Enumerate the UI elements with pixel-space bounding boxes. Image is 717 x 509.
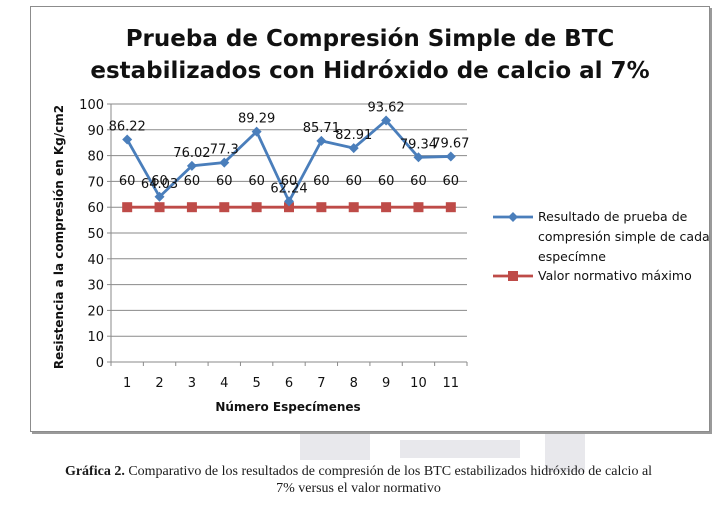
y-tick-label: 50 bbox=[87, 227, 104, 242]
legend-entry-label: compresión simple de cada bbox=[538, 229, 710, 244]
caption-text-line2: 7% versus el valor normativo bbox=[276, 481, 441, 496]
data-point bbox=[348, 143, 359, 154]
data-label: 60 bbox=[313, 174, 330, 189]
y-tick-label: 90 bbox=[87, 124, 104, 139]
x-tick-label: 1 bbox=[123, 376, 131, 391]
data-label: 60 bbox=[151, 174, 168, 189]
x-tick-label: 6 bbox=[285, 376, 293, 391]
data-point bbox=[445, 151, 456, 162]
chart-frame: Prueba de Compresión Simple de BTC estab… bbox=[30, 6, 710, 432]
x-tick-label: 8 bbox=[350, 376, 358, 391]
y-tick-label: 80 bbox=[87, 150, 104, 165]
caption-text-line1: Comparativo de los resultados de compres… bbox=[124, 464, 653, 479]
data-point bbox=[508, 271, 518, 281]
y-tick-label: 100 bbox=[79, 98, 104, 113]
data-point bbox=[316, 135, 327, 146]
figure-caption: Gráfica 2. Comparativo de los resultados… bbox=[0, 463, 717, 497]
data-point bbox=[284, 202, 294, 213]
y-tick-label: 0 bbox=[96, 356, 104, 371]
data-label: 60 bbox=[216, 174, 233, 189]
legend-entry-label: especímne bbox=[538, 249, 606, 264]
x-tick-label: 11 bbox=[443, 376, 460, 391]
x-tick-label: 4 bbox=[220, 376, 228, 391]
data-label: 64.03 bbox=[141, 177, 178, 192]
data-label: 79.67 bbox=[432, 136, 469, 151]
data-label: 77.3 bbox=[210, 143, 239, 158]
x-tick-label: 10 bbox=[410, 376, 427, 391]
data-label: 60 bbox=[248, 174, 265, 189]
chart-plot-area: 0 10 20 30 40 50 60 70 80 90 100 1 2 3 4 5 6 7 8 9 10 11 86.22… bbox=[79, 98, 469, 391]
x-tick-label: 3 bbox=[188, 376, 196, 391]
data-label: 62.24 bbox=[270, 181, 307, 196]
data-label: 60 bbox=[410, 174, 427, 189]
y-tick-label: 40 bbox=[87, 253, 104, 268]
data-point bbox=[186, 160, 197, 171]
y-tick-label: 30 bbox=[87, 279, 104, 294]
data-point bbox=[348, 202, 359, 213]
data-point bbox=[413, 202, 424, 213]
data-label: 86.22 bbox=[109, 120, 146, 135]
data-point bbox=[445, 202, 456, 213]
x-tick-label: 5 bbox=[252, 376, 260, 391]
data-label: 82.91 bbox=[335, 128, 372, 143]
x-tick-label: 2 bbox=[155, 376, 163, 391]
data-point bbox=[122, 202, 133, 213]
data-point bbox=[251, 202, 262, 213]
data-label: 76.02 bbox=[173, 146, 210, 161]
data-point bbox=[508, 212, 518, 222]
chart-legend: Resultado de prueba de compresión simple … bbox=[493, 209, 710, 283]
data-label: 89.29 bbox=[238, 112, 275, 127]
data-point bbox=[381, 115, 392, 126]
data-label: 60 bbox=[281, 174, 298, 189]
chart-svg: Prueba de Compresión Simple de BTC estab… bbox=[52, 26, 710, 414]
data-point bbox=[219, 157, 230, 168]
data-label: 60 bbox=[184, 174, 201, 189]
y-tick-label: 10 bbox=[87, 330, 104, 345]
chart-title-line2: estabilizados con Hidróxido de calcio al… bbox=[90, 58, 649, 84]
x-tick-label: 7 bbox=[317, 376, 325, 391]
legend-entry-label: Valor normativo máximo bbox=[538, 268, 692, 283]
data-label: 60 bbox=[443, 174, 460, 189]
data-point bbox=[154, 191, 165, 202]
data-label: 93.62 bbox=[367, 100, 404, 115]
data-label: 60 bbox=[378, 174, 395, 189]
caption-label: Gráfica 2. bbox=[64, 464, 125, 479]
y-tick-label: 60 bbox=[87, 201, 104, 216]
y-tick-label: 20 bbox=[87, 304, 104, 319]
data-label: 85.71 bbox=[303, 121, 340, 136]
y-axis-label: Resistencia a la compresión en Kg/cm2 bbox=[52, 105, 66, 369]
data-label: 60 bbox=[345, 174, 362, 189]
data-point bbox=[381, 202, 392, 213]
chart-title-line1: Prueba de Compresión Simple de BTC bbox=[126, 26, 615, 52]
data-point bbox=[122, 134, 133, 145]
data-point bbox=[316, 202, 327, 213]
x-axis-label: Número Especímenes bbox=[215, 400, 360, 414]
x-tick-label: 9 bbox=[382, 376, 390, 391]
data-label: 60 bbox=[119, 174, 136, 189]
data-point bbox=[284, 196, 294, 207]
legend-entry-label: Resultado de prueba de bbox=[538, 209, 688, 224]
data-point bbox=[413, 152, 424, 163]
data-point bbox=[251, 126, 262, 137]
data-point bbox=[186, 202, 197, 213]
data-label: 79.34 bbox=[400, 137, 437, 152]
data-point bbox=[219, 202, 230, 213]
data-point bbox=[154, 202, 165, 213]
y-tick-label: 70 bbox=[87, 175, 104, 190]
